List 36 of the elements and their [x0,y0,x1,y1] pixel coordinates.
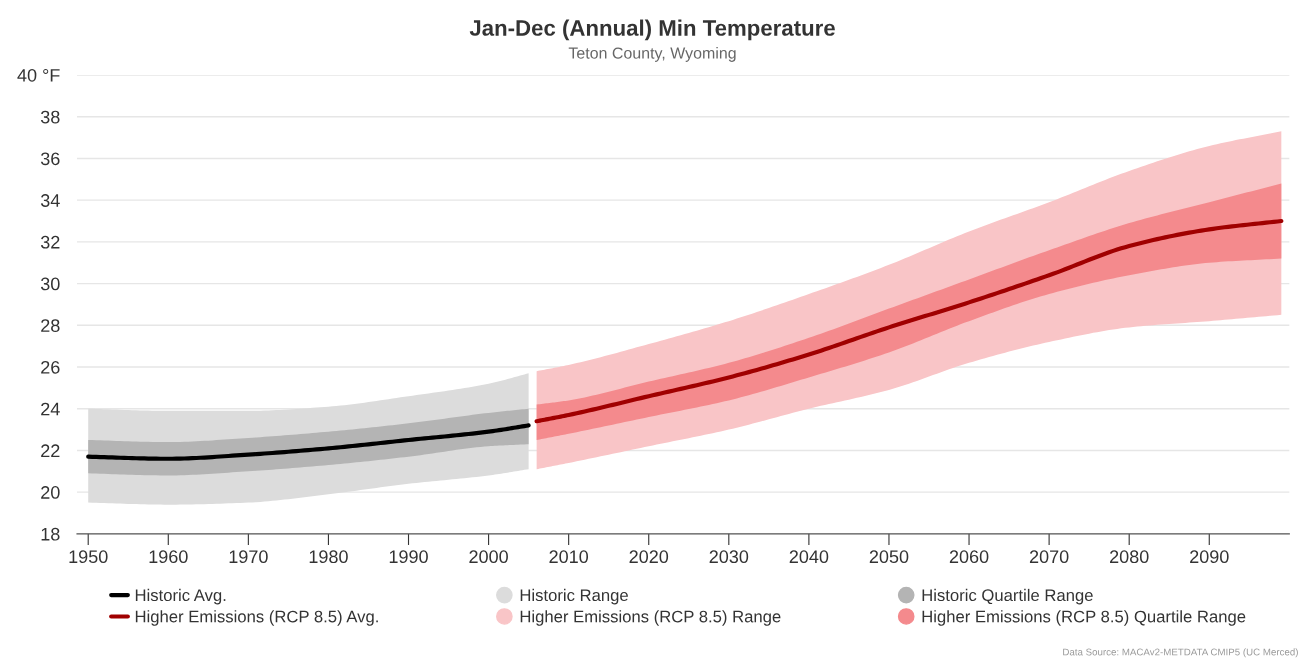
x-tick-label: 1950 [69,550,108,564]
y-tick-label: 38 [40,110,60,124]
y-tick-label: 18 [41,527,60,541]
x-tick-label: 2060 [949,550,989,564]
y-tick-label: 40 °F [17,68,60,82]
legend-label: Higher Emissions (RCP 8.5) Avg. [135,610,378,626]
legend-label: Higher Emissions (RCP 8.5) Range [520,610,781,626]
legend-label: Historic Avg. [135,588,226,605]
x-tick-label: 2020 [629,550,669,564]
y-tick-label: 28 [41,319,60,333]
x-tick-label: 2010 [549,550,589,564]
y-tick-label: 34 [40,194,60,207]
source-note: Data Source: MACAv2-METDATA CMIP5 (UC Merced) [1063,648,1298,658]
chart-title: Jan-Dec (Annual) Min Temperature [469,19,835,41]
x-tick-label: 1980 [309,550,348,564]
chart-subtitle: Teton County, Wyoming [568,47,736,62]
y-tick-label: 36 [40,152,60,166]
x-tick-label: 2040 [789,550,829,564]
x-tick-label: 2080 [1110,550,1149,564]
x-tick-label: 2070 [1029,550,1069,564]
x-tick-label: 1970 [229,550,268,564]
x-tick-label: 1990 [389,550,428,564]
y-tick-label: 24 [41,402,60,416]
x-tick-label: 2000 [469,550,508,564]
x-tick-label: 1960 [149,550,188,564]
x-tick-label: 2090 [1190,550,1229,564]
y-tick-label: 26 [41,360,60,374]
y-tick-label: 20 [41,486,60,499]
legend-label: Historic Range [520,588,628,605]
y-tick-label: 30 [40,277,60,291]
x-tick-label: 2030 [709,550,749,564]
x-tick-label: 2050 [869,550,909,564]
legend-label: Historic Quartile Range [922,588,1093,605]
y-tick-label: 22 [41,444,60,457]
legend-label: Higher Emissions (RCP 8.5) Quartile Range [922,610,1246,626]
y-tick-label: 32 [40,235,60,249]
